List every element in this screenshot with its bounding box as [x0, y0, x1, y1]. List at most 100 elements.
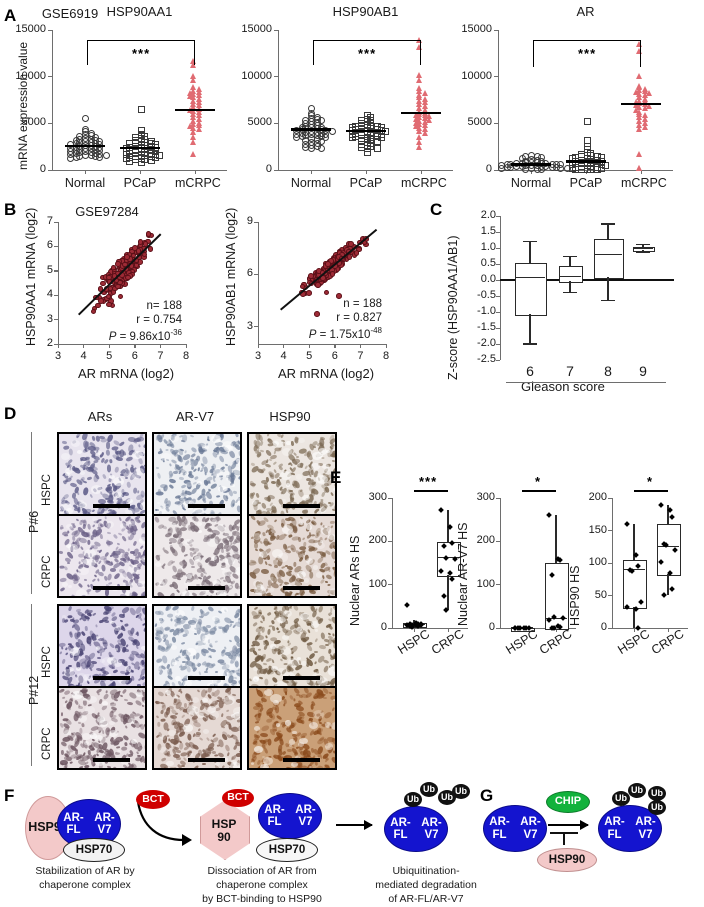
panel-a-xtick-mark — [421, 170, 423, 174]
panel-b-stat-p-exponent: -36 — [170, 328, 182, 337]
panel-e-datapoint — [658, 501, 664, 508]
panel-a-xaxis-2 — [498, 170, 673, 172]
panel-c-whisker-lower — [529, 314, 531, 344]
panel-d-column-header-2: HSP90 — [269, 409, 311, 424]
panel-b-stat-n: n = 188 — [343, 298, 382, 310]
panel-a-median-line — [511, 163, 551, 166]
panel-e-xtick-mark — [413, 628, 415, 632]
panel-c-box — [594, 239, 624, 280]
panel-b-ylabel-0: HSP90AA1 mRNA (log2) — [24, 207, 38, 346]
panel-b-datapoint — [323, 289, 330, 296]
panel-a-ytick-label: 15000 — [461, 23, 492, 35]
panel-b-ytick-label: 4 — [46, 288, 53, 301]
panel-e-ylabel-0: Nuclear ARs HS — [348, 535, 362, 626]
panel-c-cap-lower — [563, 291, 577, 294]
panel-c-cap-upper — [563, 256, 577, 258]
panel-a-datapoint — [416, 105, 423, 111]
panel-d-micrograph — [247, 686, 337, 770]
panel-a-ytick-label: 10000 — [241, 69, 272, 82]
panel-e-significance-stars: *** — [419, 474, 438, 489]
panel-a-ytick-label: 0 — [265, 163, 272, 175]
diagram-shape-label: AR-V7 — [421, 816, 442, 841]
panel-c-box — [515, 263, 547, 317]
panel-a-datapoint — [190, 93, 197, 100]
panel-a-ytick-mark — [494, 122, 498, 125]
panel-a-datapoint — [422, 115, 429, 122]
panel-a-category-label: mCRPC — [401, 176, 447, 190]
f-step3-caption: Ubiquitination- mediated degradation of … — [375, 865, 477, 906]
panel-a-datapoint — [583, 118, 591, 126]
panel-d-micrograph — [57, 686, 147, 770]
panel-d-micrograph — [247, 604, 337, 688]
panel-a-datapoint — [636, 165, 643, 172]
panel-d-scale-bar — [188, 676, 225, 680]
g-ub-shape-2: Ub — [612, 791, 630, 806]
diagram-shape-label: HSP70 — [75, 843, 113, 856]
panel-a-median-line — [291, 128, 331, 131]
panel-b-datapoint — [314, 282, 321, 288]
panel-b-ytick-label: 6 — [246, 267, 253, 280]
panel-a-xaxis-0 — [52, 170, 227, 172]
panel-a-xtick-mark — [195, 170, 197, 174]
panel-c-box — [559, 265, 583, 284]
panel-e-ytick-label: 200 — [588, 491, 607, 503]
panel-a-datapoint — [373, 144, 381, 152]
panel-a-datapoint — [636, 73, 643, 80]
panel-c-cap-upper — [636, 244, 650, 246]
panel-a-datapoint — [556, 164, 564, 172]
panel-b-stat-p-exponent: -48 — [370, 326, 382, 335]
panel-a-datapoint — [537, 165, 545, 173]
panel-a-xaxis-1 — [278, 170, 453, 172]
panel-a-datapoint — [190, 104, 197, 111]
panel-e-ytick-label: 0 — [488, 621, 495, 633]
panel-e-ytick-label: 100 — [588, 556, 607, 568]
panel-a-yaxis-1 — [278, 30, 280, 170]
panel-c-ytick-mark — [496, 343, 500, 345]
panel-e-ytick-label: 300 — [476, 491, 495, 503]
panel-d-micrograph — [152, 514, 242, 598]
panel-b-ytick-label: 2 — [46, 337, 53, 349]
panel-a-ytick-label: 15000 — [241, 23, 272, 35]
panel-a-datapoint — [196, 112, 203, 119]
panel-a-datapoint — [416, 144, 423, 151]
panel-a-chart-title-1: HSP90AB1 — [332, 4, 399, 19]
panel-a-datapoint — [151, 154, 159, 162]
panel-b-yaxis-1 — [258, 222, 260, 344]
panel-a-datapoint — [190, 120, 197, 127]
panel-c-ytick-mark — [496, 215, 500, 217]
panel-b-stat-r: r = 0.754 — [136, 314, 182, 326]
panel-d-micrograph — [152, 604, 242, 688]
panel-a-ytick-mark — [274, 76, 278, 78]
arrow-head — [364, 820, 373, 830]
panel-a-datapoint — [422, 121, 429, 128]
panel-a-datapoint — [422, 103, 429, 110]
panel-a-ytick-label: 15000 — [15, 23, 46, 35]
panel-c-ytick-label: 0.5 — [480, 257, 496, 269]
g-ub-shape-3: Ub — [648, 800, 666, 815]
panel-a-datapoint — [292, 134, 300, 142]
panel-b-xtick-label: 5 — [306, 350, 313, 362]
panel-a-median-line — [65, 145, 105, 148]
panel-a-datapoint — [196, 121, 203, 128]
panel-e-yaxis-1 — [500, 498, 502, 628]
panel-a-ytick-mark — [274, 29, 278, 31]
panel-a-significance-stars: *** — [358, 46, 377, 61]
panel-e-datapoint — [669, 586, 675, 592]
panel-a-ylabel: mRNA expression value — [16, 41, 30, 170]
f-ub-shape-0: Ub — [420, 782, 438, 797]
panel-d-scale-bar — [283, 504, 320, 508]
panel-a-datapoint — [147, 149, 155, 157]
panel-a-xtick-mark — [366, 170, 368, 174]
g-ub-shape-0: Ub — [628, 783, 646, 798]
panel-a-datapoint — [328, 127, 336, 135]
panel-e-xtick-mark — [447, 628, 449, 632]
panel-c-category-label: 6 — [526, 363, 534, 379]
panel-b-xtick-mark — [257, 344, 259, 348]
f-ub-shape-2: Ub — [404, 792, 422, 807]
panel-a-xtick-mark — [641, 170, 643, 174]
panel-b-xtick-label: 5 — [106, 350, 113, 362]
panel-e-ytick-label: 200 — [368, 534, 387, 547]
panel-a-category-label: Normal — [64, 176, 106, 190]
g-ub-shape-1: Ub — [648, 786, 666, 801]
panel-c-ytick-mark — [496, 247, 500, 249]
